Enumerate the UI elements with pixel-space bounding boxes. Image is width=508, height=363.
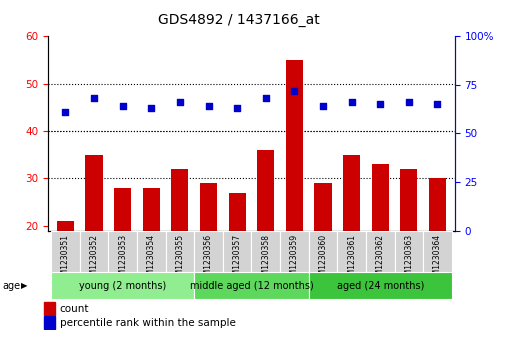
Text: GSM1230363: GSM1230363 [404, 234, 414, 285]
Bar [108, 231, 137, 272]
Text: GSM1230360: GSM1230360 [319, 234, 328, 285]
Bar [171, 169, 188, 321]
Point [405, 99, 413, 105]
Bar [280, 231, 309, 272]
Bar [44, 302, 55, 315]
Text: GSM1230362: GSM1230362 [376, 234, 385, 285]
Point [347, 99, 356, 105]
Point [90, 95, 98, 101]
Bar [429, 178, 446, 321]
Point [176, 99, 184, 105]
Bar [200, 183, 217, 321]
Text: GSM1230353: GSM1230353 [118, 234, 127, 285]
Bar [229, 193, 246, 321]
Bar [44, 317, 55, 330]
Point [319, 103, 327, 109]
Bar [57, 221, 74, 321]
Bar [257, 150, 274, 321]
Bar [143, 188, 160, 321]
Text: count: count [60, 304, 89, 314]
Text: GSM1230358: GSM1230358 [261, 234, 270, 285]
Text: percentile rank within the sample: percentile rank within the sample [60, 318, 236, 328]
Bar [314, 183, 332, 321]
Point [433, 101, 441, 107]
Bar [194, 272, 309, 299]
Bar [286, 60, 303, 321]
Text: GSM1230351: GSM1230351 [61, 234, 70, 285]
Bar [309, 272, 452, 299]
Text: GSM1230357: GSM1230357 [233, 234, 242, 285]
Bar [366, 231, 395, 272]
Bar [194, 231, 223, 272]
Bar [251, 231, 280, 272]
Text: GSM1230355: GSM1230355 [175, 234, 184, 285]
Bar [223, 231, 251, 272]
Bar [137, 231, 166, 272]
Bar [114, 188, 131, 321]
Bar [166, 231, 194, 272]
Text: young (2 months): young (2 months) [79, 281, 166, 291]
Bar [51, 272, 194, 299]
Bar [400, 169, 418, 321]
Point [262, 95, 270, 101]
Bar [337, 231, 366, 272]
Text: GSM1230359: GSM1230359 [290, 234, 299, 285]
Bar [423, 231, 452, 272]
Point [147, 105, 155, 111]
Text: GSM1230354: GSM1230354 [147, 234, 156, 285]
Text: GSM1230352: GSM1230352 [89, 234, 99, 285]
Point [376, 101, 385, 107]
Point [291, 88, 299, 94]
Text: aged (24 months): aged (24 months) [337, 281, 424, 291]
Text: age: age [3, 281, 21, 291]
Text: GSM1230364: GSM1230364 [433, 234, 442, 285]
Text: ▶: ▶ [21, 281, 28, 290]
Bar [343, 155, 360, 321]
Point [118, 103, 126, 109]
Point [233, 105, 241, 111]
Bar [309, 231, 337, 272]
Bar [51, 231, 80, 272]
Text: GDS4892 / 1437166_at: GDS4892 / 1437166_at [158, 13, 320, 27]
Point [204, 103, 212, 109]
Bar [372, 164, 389, 321]
Text: middle aged (12 months): middle aged (12 months) [189, 281, 313, 291]
Point [61, 109, 70, 115]
Bar [395, 231, 423, 272]
Text: GSM1230361: GSM1230361 [347, 234, 356, 285]
Bar [80, 231, 108, 272]
Bar [85, 155, 103, 321]
Text: GSM1230356: GSM1230356 [204, 234, 213, 285]
